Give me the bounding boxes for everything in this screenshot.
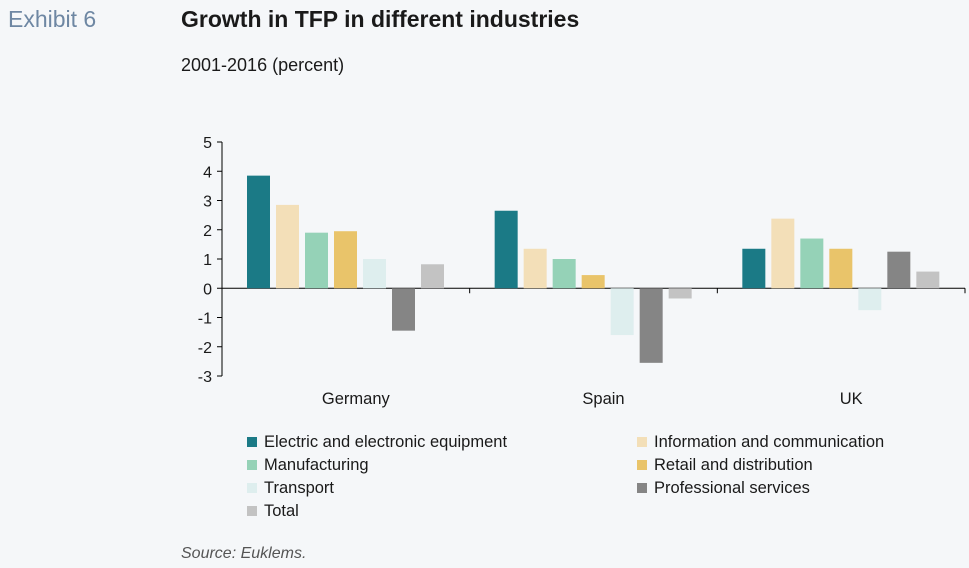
y-tick-label: -3 (198, 369, 212, 386)
legend-swatch (247, 437, 257, 447)
bar (771, 218, 795, 289)
legend-item: Transport (247, 478, 637, 498)
chart-title: Growth in TFP in different industries (181, 6, 580, 32)
legend-swatch (247, 506, 257, 516)
legend-swatch (637, 460, 647, 470)
y-tick-label: 2 (203, 223, 212, 240)
x-category-label: Germany (322, 390, 391, 408)
legend-item: Information and communication (637, 432, 967, 452)
x-category-label: Spain (582, 390, 624, 408)
legend-swatch (247, 460, 257, 470)
exhibit-label: Exhibit 6 (8, 6, 97, 32)
bar (610, 288, 634, 336)
bar (305, 232, 328, 289)
source-note: Source: Euklems. (181, 545, 307, 562)
bar (916, 271, 940, 289)
legend-label: Information and communication (654, 432, 885, 451)
bar (858, 288, 882, 311)
legend-label: Electric and electronic equipment (264, 432, 508, 451)
legend-swatch (247, 483, 257, 493)
y-tick-label: -1 (198, 311, 212, 328)
bar (494, 210, 518, 289)
chart-subtitle: 2001-2016 (percent) (181, 55, 345, 75)
y-tick-label: 1 (203, 252, 212, 269)
legend-item: Total (247, 501, 637, 521)
bar (742, 248, 766, 289)
legend-item: Manufacturing (247, 455, 637, 475)
bar (639, 288, 663, 363)
bar (523, 248, 547, 289)
bar (276, 204, 299, 289)
bar (829, 248, 853, 289)
x-category-label: UK (840, 390, 863, 408)
chart-legend: Electric and electronic equipment Informa… (247, 432, 967, 521)
bar (421, 264, 444, 289)
legend-item: Professional services (637, 478, 967, 498)
legend-label: Professional services (654, 478, 810, 497)
legend-swatch (637, 437, 647, 447)
bar (800, 238, 824, 289)
bar (334, 231, 357, 289)
y-tick-label: -2 (198, 340, 212, 357)
legend-label: Retail and distribution (654, 455, 813, 474)
legend-swatch (637, 483, 647, 493)
bar (552, 259, 576, 289)
y-tick-label: 4 (203, 164, 212, 181)
bar (247, 175, 270, 289)
bar (668, 288, 692, 299)
legend-item: Electric and electronic equipment (247, 432, 637, 452)
bar (392, 288, 415, 331)
legend-label: Manufacturing (264, 455, 369, 474)
bar (581, 275, 605, 289)
legend-label: Transport (264, 478, 334, 497)
legend-label: Total (264, 501, 299, 520)
y-tick-label: 3 (203, 194, 212, 211)
y-tick-label: 5 (203, 135, 212, 152)
bar (887, 251, 911, 289)
legend-item: Retail and distribution (637, 455, 967, 475)
y-tick-label: 0 (203, 281, 212, 298)
bar (363, 259, 386, 289)
